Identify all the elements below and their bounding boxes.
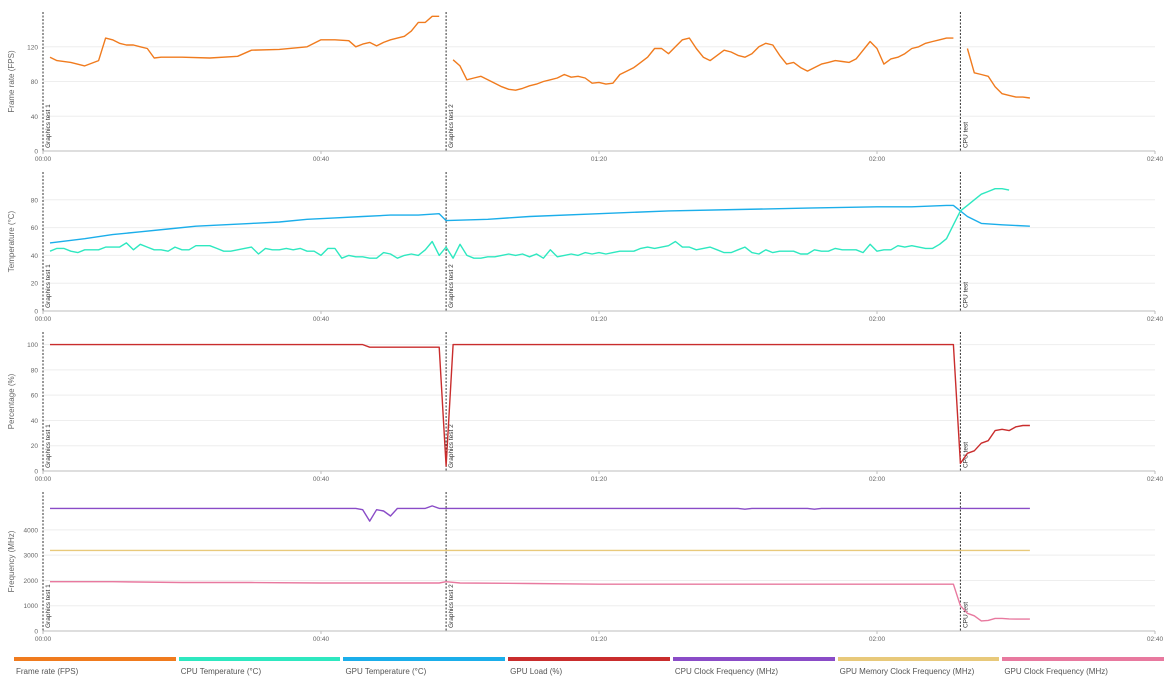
y-tick-label: 80 <box>31 79 39 86</box>
y-tick-label: 40 <box>31 114 39 121</box>
chart-panel-4: 0 1000 2000 3000 4000 00:00 00:40 01:20 02:00 02:… <box>7 492 1164 643</box>
series-line-2 <box>49 187 1010 259</box>
legend-item-gpu-memory-clock[interactable]: GPU Memory Clock Frequency (MHz) <box>837 657 1000 679</box>
test-marker-label: Graphics test 2 <box>448 584 455 628</box>
y-tick-label: 0 <box>34 149 38 156</box>
legend-swatch <box>837 657 1000 661</box>
x-tick-label: 02:40 <box>1147 476 1164 483</box>
test-marker-label: Graphics test 2 <box>448 104 455 148</box>
legend-swatch <box>1002 657 1165 661</box>
x-tick-label: 01:20 <box>591 316 608 323</box>
x-tick-label: 02:00 <box>869 156 886 163</box>
test-marker-label: Graphics test 1 <box>45 264 52 308</box>
chart-panel-1: 0 40 80 120 00:00 00:40 01:20 02:00 02:40 Frame r… <box>7 12 1164 163</box>
x-tick-label: 02:00 <box>869 636 886 643</box>
legend-swatch <box>178 657 341 661</box>
test-marker-label: Graphics test 2 <box>448 424 455 468</box>
x-tick-label: 02:40 <box>1147 636 1164 643</box>
test-marker-label: Graphics test 1 <box>45 424 52 468</box>
y-tick-label: 20 <box>31 443 39 450</box>
legend-item-cpu-clock[interactable]: CPU Clock Frequency (MHz) <box>672 657 835 679</box>
y-tick-label: 100 <box>27 342 38 349</box>
legend-item-gpu-clock[interactable]: GPU Clock Frequency (MHz) <box>1002 657 1165 679</box>
x-tick-label: 00:40 <box>313 156 330 163</box>
y-tick-label: 0 <box>34 469 38 476</box>
x-tick-label: 01:20 <box>591 636 608 643</box>
y-tick-label: 60 <box>31 225 39 232</box>
test-marker-label: CPU test <box>962 602 969 628</box>
legend-swatch <box>508 657 670 661</box>
y-axis-label: Frame rate (FPS) <box>7 50 16 113</box>
legend-label: Frame rate (FPS) <box>16 667 79 676</box>
y-tick-label: 80 <box>31 367 39 374</box>
legend-item-cpu-temperature[interactable]: CPU Temperature (°C) <box>178 657 341 679</box>
x-tick-label: 00:40 <box>313 316 330 323</box>
legend-item-gpu-load[interactable]: GPU Load (%) <box>508 657 670 679</box>
x-tick-label: 01:20 <box>591 156 608 163</box>
y-tick-label: 120 <box>27 44 38 51</box>
y-tick-label: 2000 <box>24 578 39 585</box>
y-tick-label: 80 <box>31 197 39 204</box>
series-line-1 <box>49 204 1030 244</box>
x-tick-label: 00:40 <box>313 476 330 483</box>
x-tick-label: 00:00 <box>35 156 52 163</box>
x-tick-label: 00:00 <box>35 316 52 323</box>
x-tick-label: 02:00 <box>869 316 886 323</box>
legend: Frame rate (FPS) CPU Temperature (°C) GP… <box>14 657 1165 679</box>
test-marker-label: CPU test <box>962 122 969 148</box>
series-line-3 <box>50 581 1030 622</box>
x-tick-label: 00:00 <box>35 636 52 643</box>
legend-label: CPU Temperature (°C) <box>180 667 262 676</box>
test-marker-label: Graphics test 1 <box>45 104 52 148</box>
legend-item-gpu-temperature[interactable]: GPU Temperature (°C) <box>343 657 506 679</box>
y-tick-label: 1000 <box>24 603 39 610</box>
legend-swatch <box>14 657 176 661</box>
y-axis-label: Frequency (MHz) <box>7 530 16 592</box>
legend-swatch <box>672 657 835 661</box>
legend-label: GPU Clock Frequency (MHz) <box>1004 667 1108 676</box>
test-marker-label: Graphics test 1 <box>45 584 52 628</box>
x-tick-label: 00:40 <box>313 636 330 643</box>
legend-label: CPU Clock Frequency (MHz) <box>674 667 779 676</box>
test-marker-label: Graphics test 2 <box>448 264 455 308</box>
y-axis-label: Temperature (°C) <box>7 210 16 272</box>
legend-item-frame-rate[interactable]: Frame rate (FPS) <box>14 657 176 679</box>
x-tick-label: 02:40 <box>1147 156 1164 163</box>
y-tick-label: 20 <box>31 281 39 288</box>
x-tick-label: 02:00 <box>869 476 886 483</box>
y-tick-label: 0 <box>34 309 38 316</box>
x-tick-label: 00:00 <box>35 476 52 483</box>
legend-swatch <box>343 657 506 661</box>
chart-panel-2: 0 20 40 60 80 00:00 00:40 01:20 02:00 02:40 Temper… <box>7 172 1164 323</box>
series-line-1 <box>49 15 440 67</box>
test-marker-label: CPU test <box>962 282 969 308</box>
y-tick-label: 40 <box>31 418 39 425</box>
x-tick-label: 02:40 <box>1147 316 1164 323</box>
series-line-1 <box>966 48 1030 99</box>
y-tick-label: 3000 <box>24 553 39 560</box>
y-tick-label: 60 <box>31 393 39 400</box>
series-line-1 <box>50 505 1030 522</box>
legend-label: GPU Load (%) <box>510 667 563 676</box>
y-axis-label: Percentage (%) <box>7 373 16 429</box>
series-line-1 <box>452 37 954 91</box>
x-tick-label: 01:20 <box>591 476 608 483</box>
y-tick-label: 40 <box>31 253 39 260</box>
legend-label: GPU Temperature (°C) <box>345 667 427 676</box>
y-tick-label: 0 <box>34 629 38 636</box>
chart-panel-3: 0 20 40 60 80 100 00:00 00:40 01:20 02:00 02:40 Per… <box>7 332 1164 483</box>
y-tick-label: 4000 <box>24 527 39 534</box>
series-line-1 <box>50 343 1030 467</box>
legend-label: GPU Memory Clock Frequency (MHz) <box>839 667 975 676</box>
